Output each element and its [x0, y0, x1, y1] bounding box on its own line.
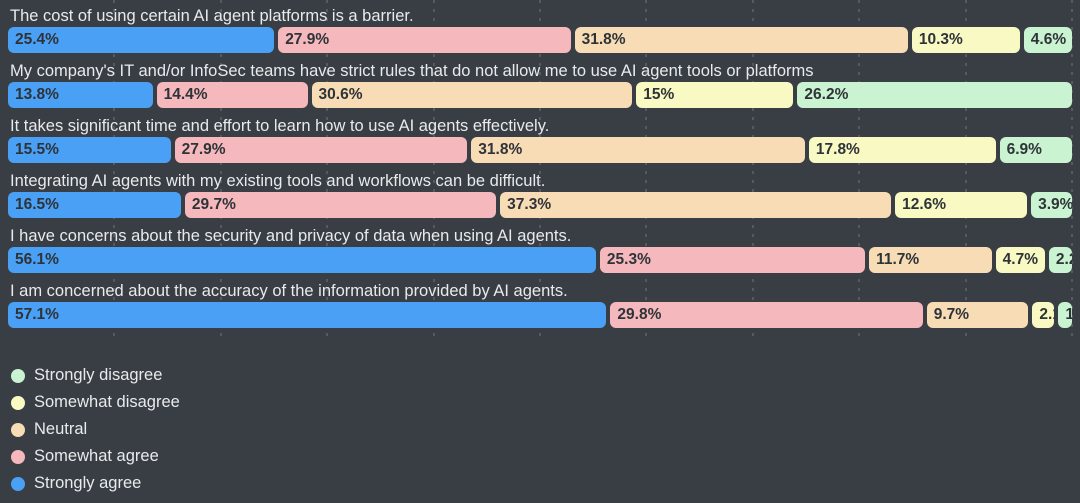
segment-value-label: 3.9% [1038, 196, 1072, 213]
bar-segment-neutral: 31.8% [471, 137, 805, 163]
bar-segment-somewhat-agree: 27.9% [174, 137, 468, 163]
stacked-bar: 15.5% 27.9% 31.8% 17.8% 6.9% [8, 137, 1073, 163]
legend-swatch-icon [11, 422, 25, 437]
segment-value-label: 16.5% [15, 196, 59, 213]
segment-value-label: 37.3% [507, 196, 552, 213]
bar-segment-strongly-agree: 25.4% [8, 27, 275, 53]
bar-segment-strongly-agree: 57.1% [8, 302, 607, 328]
bar-segment-neutral: 9.7% [926, 302, 1029, 328]
bar-segment-somewhat-disagree: 12.6% [895, 192, 1028, 218]
segment-value-label: 6.9% [1006, 141, 1042, 158]
stacked-bar: 13.8% 14.4% 30.6% 15% 26.2% [8, 82, 1072, 108]
question-label: I am concerned about the accuracy of the… [10, 282, 568, 300]
segment-value-label: 29.8% [617, 306, 662, 323]
bar-segment-neutral: 37.3% [500, 192, 892, 218]
bar-segment-somewhat-agree: 27.9% [278, 27, 571, 53]
chart-rows: The cost of using certain AI agent platf… [8, 5, 1073, 335]
question-label: Integrating AI agents with my existing t… [10, 172, 546, 190]
legend-item-strongly-disagree: Strongly disagree [11, 366, 180, 385]
bar-segment-somewhat-disagree: 2.1% [1032, 302, 1055, 328]
bar-segment-strongly-agree: 56.1% [8, 247, 596, 273]
bar-segment-strongly-agree: 16.5% [8, 192, 181, 218]
bar-segment-strongly-agree: 15.5% [8, 137, 171, 163]
question-label: My company's IT and/or InfoSec teams hav… [10, 62, 814, 80]
segment-value-label: 2.1% [1039, 306, 1054, 323]
stacked-bar: 16.5% 29.7% 37.3% 12.6% 3.9% [8, 192, 1072, 218]
segment-value-label: 13.8% [15, 86, 59, 103]
segment-value-label: 11.7% [876, 251, 920, 268]
legend-label: Neutral [34, 420, 88, 438]
bar-segment-neutral: 30.6% [311, 82, 633, 108]
segment-value-label: 25.3% [606, 251, 651, 268]
bar-segment-strongly-disagree: 2.2% [1048, 247, 1072, 273]
bar-segment-strongly-agree: 13.8% [8, 82, 153, 108]
segment-value-label: 15.5% [15, 141, 59, 158]
legend-item-somewhat-disagree: Somewhat disagree [11, 393, 180, 412]
chart-row: The cost of using certain AI agent platf… [8, 5, 1072, 53]
bar-segment-somewhat-disagree: 10.3% [911, 27, 1020, 53]
chart-row: It takes significant time and effort to … [8, 115, 1073, 163]
bar-segment-somewhat-agree: 29.8% [610, 302, 923, 328]
chart-legend: Strongly disagree Somewhat disagree Neutra… [11, 366, 180, 501]
bar-segment-neutral: 11.7% [869, 247, 992, 273]
legend-item-neutral: Neutral [11, 420, 180, 439]
segment-value-label: 57.1% [15, 306, 59, 323]
chart-row: Integrating AI agents with my existing t… [8, 170, 1072, 218]
segment-value-label: 30.6% [318, 86, 363, 103]
bar-segment-strongly-disagree: 6.9% [999, 137, 1073, 163]
stacked-bar: 57.1% 29.8% 9.7% 2.1% 1.3% [8, 302, 1072, 328]
segment-value-label: 9.7% [933, 306, 970, 323]
bar-segment-neutral: 31.8% [574, 27, 908, 53]
segment-value-label: 31.8% [478, 141, 523, 158]
bar-segment-strongly-disagree: 3.9% [1031, 192, 1072, 218]
segment-value-label: 25.4% [15, 31, 59, 48]
question-label: It takes significant time and effort to … [10, 117, 550, 135]
chart-row: I have concerns about the security and p… [8, 225, 1072, 273]
segment-value-label: 26.2% [804, 86, 849, 103]
stacked-bar: 25.4% 27.9% 31.8% 10.3% 4.6% [8, 27, 1072, 53]
question-label: The cost of using certain AI agent platf… [10, 7, 414, 25]
question-label: I have concerns about the security and p… [10, 227, 572, 245]
segment-value-label: 4.7% [1002, 251, 1039, 268]
segment-value-label: 4.6% [1030, 31, 1067, 48]
bar-segment-somewhat-disagree: 15% [636, 82, 794, 108]
bar-segment-somewhat-agree: 25.3% [599, 247, 866, 273]
segment-value-label: 27.9% [181, 141, 226, 158]
segment-value-label: 2.2% [1055, 251, 1072, 268]
legend-swatch-icon [11, 476, 25, 491]
segment-value-label: 56.1% [15, 251, 59, 268]
bar-segment-strongly-disagree: 4.6% [1023, 27, 1072, 53]
segment-value-label: 31.8% [581, 31, 626, 48]
legend-label: Somewhat disagree [34, 393, 180, 411]
legend-swatch-icon [11, 368, 25, 383]
segment-value-label: 12.6% [902, 196, 947, 213]
chart-row: I am concerned about the accuracy of the… [8, 280, 1072, 328]
bar-segment-strongly-disagree: 1.3% [1058, 302, 1072, 328]
bar-segment-somewhat-agree: 29.7% [184, 192, 497, 218]
legend-item-somewhat-agree: Somewhat agree [11, 447, 180, 466]
bar-segment-strongly-disagree: 26.2% [797, 82, 1072, 108]
segment-value-label: 15% [643, 86, 675, 103]
bar-segment-somewhat-agree: 14.4% [156, 82, 308, 108]
bar-segment-somewhat-disagree: 4.7% [995, 247, 1045, 273]
segment-value-label: 14.4% [163, 86, 208, 103]
legend-item-strongly-agree: Strongly agree [11, 474, 180, 493]
legend-swatch-icon [11, 449, 25, 464]
legend-label: Somewhat agree [34, 447, 159, 465]
legend-swatch-icon [11, 395, 25, 410]
chart-row: My company's IT and/or InfoSec teams hav… [8, 60, 1072, 108]
segment-value-label: 1.3% [1065, 306, 1072, 323]
legend-label: Strongly agree [34, 474, 142, 492]
stacked-bar: 56.1% 25.3% 11.7% 4.7% 2.2% [8, 247, 1072, 273]
segment-value-label: 17.8% [815, 141, 860, 158]
segment-value-label: 27.9% [285, 31, 330, 48]
segment-value-label: 10.3% [918, 31, 963, 48]
legend-label: Strongly disagree [34, 366, 163, 384]
bar-segment-somewhat-disagree: 17.8% [808, 137, 996, 163]
segment-value-label: 29.7% [191, 196, 236, 213]
